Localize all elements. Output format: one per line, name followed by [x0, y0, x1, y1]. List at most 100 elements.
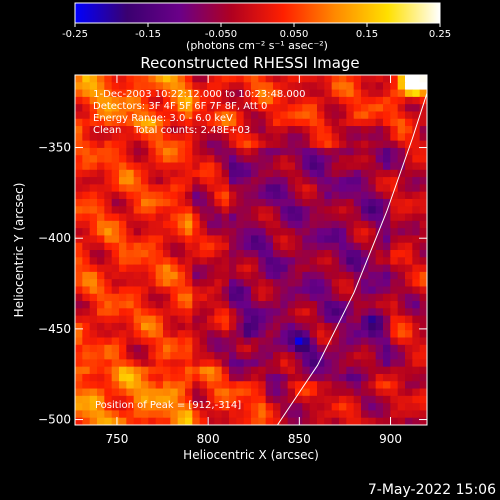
heatmap-cell [273, 264, 281, 273]
heatmap-cell [309, 126, 318, 134]
heatmap-cell [133, 293, 142, 302]
heatmap-cell [295, 89, 303, 98]
heatmap-cell [251, 126, 259, 134]
heatmap-cell [119, 206, 127, 215]
heatmap-cell [214, 213, 223, 222]
heatmap-cell [185, 191, 193, 200]
heatmap-cell [331, 147, 340, 156]
heatmap-cell [214, 235, 223, 244]
heatmap-cell [192, 403, 201, 412]
heatmap-cell [177, 271, 186, 280]
heatmap-cell [353, 162, 362, 171]
heatmap-cell [390, 366, 399, 375]
heatmap-cell [104, 308, 113, 317]
heatmap-cell [397, 184, 406, 193]
heatmap-cell [287, 344, 296, 353]
heatmap-cell [273, 242, 281, 251]
colorbar-tick-label: -0.15 [135, 29, 161, 40]
heatmap-cell [397, 147, 406, 156]
heatmap-cell [214, 177, 223, 185]
heatmap-cell [317, 118, 325, 127]
heatmap-cell [82, 118, 91, 127]
heatmap-cell [185, 96, 193, 105]
heatmap-cell [390, 271, 399, 280]
heatmap-cell [185, 417, 193, 425]
heatmap-cell [177, 206, 186, 215]
annotation-counts: Clean Total counts: 2.48E+03 [93, 125, 250, 136]
heatmap-cell [192, 133, 201, 142]
heatmap-cell [273, 133, 281, 142]
heatmap-cell [397, 308, 406, 317]
heatmap-cell [251, 330, 259, 339]
heatmap-cell [221, 344, 230, 353]
heatmap-cell [397, 315, 406, 324]
heatmap-cell [177, 344, 186, 353]
heatmap-cell [397, 344, 406, 353]
heatmap-cell [155, 359, 164, 368]
heatmap-cell [214, 133, 223, 142]
heatmap-cell [309, 104, 318, 113]
heatmap-cell [265, 373, 274, 382]
heatmap-cell [119, 147, 127, 156]
heatmap-cell [221, 366, 230, 375]
heatmap-cell [375, 126, 384, 134]
heatmap-cell [353, 104, 362, 113]
heatmap-cell [75, 388, 83, 397]
heatmap-cell [185, 140, 193, 149]
heatmap-cell [221, 352, 230, 360]
heatmap-cell [324, 373, 333, 382]
heatmap-cell [419, 337, 427, 346]
heatmap-cell [317, 147, 325, 156]
heatmap-cell [258, 359, 267, 368]
heatmap-cell [265, 322, 274, 331]
heatmap-cell [221, 286, 230, 295]
heatmap-cell [361, 220, 369, 229]
heatmap-cell [405, 213, 413, 222]
heatmap-cell [199, 403, 208, 412]
heatmap-cell [287, 410, 296, 419]
heatmap-cell [141, 344, 149, 353]
heatmap-cell [339, 96, 347, 105]
heatmap-cell [273, 315, 281, 324]
heatmap-cell [339, 410, 347, 419]
heatmap-cell [104, 381, 113, 390]
heatmap-cell [339, 403, 347, 412]
heatmap-cell [207, 228, 215, 237]
heatmap-cell [287, 104, 296, 113]
heatmap-cell [295, 293, 303, 302]
heatmap-cell [207, 359, 215, 368]
heatmap-cell [375, 213, 384, 222]
heatmap-cell [185, 352, 193, 360]
heatmap-cell [163, 366, 171, 375]
heatmap-cell [111, 330, 120, 339]
heatmap-cell [368, 235, 377, 244]
heatmap-cell [317, 395, 325, 404]
heatmap-cell [177, 337, 186, 346]
heatmap-cell [361, 177, 369, 185]
heatmap-cell [111, 344, 120, 353]
heatmap-cell [221, 140, 230, 149]
heatmap-cell [331, 242, 340, 251]
heatmap-cell [412, 75, 421, 83]
heatmap-cell [273, 257, 281, 266]
heatmap-cell [214, 264, 223, 273]
heatmap-cell [89, 395, 98, 404]
heatmap-cell [141, 250, 149, 258]
heatmap-cell [82, 235, 91, 244]
heatmap-cell [339, 315, 347, 324]
heatmap-cell [207, 155, 215, 164]
heatmap-cell [375, 322, 384, 331]
heatmap-cell [383, 388, 391, 397]
heatmap-cell [368, 286, 377, 295]
heatmap-cell [317, 271, 325, 280]
heatmap-cell [353, 293, 362, 302]
heatmap-cell [148, 395, 157, 404]
heatmap-cell [419, 198, 427, 207]
heatmap-cell [419, 395, 427, 404]
heatmap-cell [368, 381, 377, 390]
heatmap-cell [317, 264, 325, 273]
heatmap-cell [126, 162, 135, 171]
heatmap-cell [405, 126, 413, 134]
heatmap-cell [119, 352, 127, 360]
heatmap-cell [419, 89, 427, 98]
